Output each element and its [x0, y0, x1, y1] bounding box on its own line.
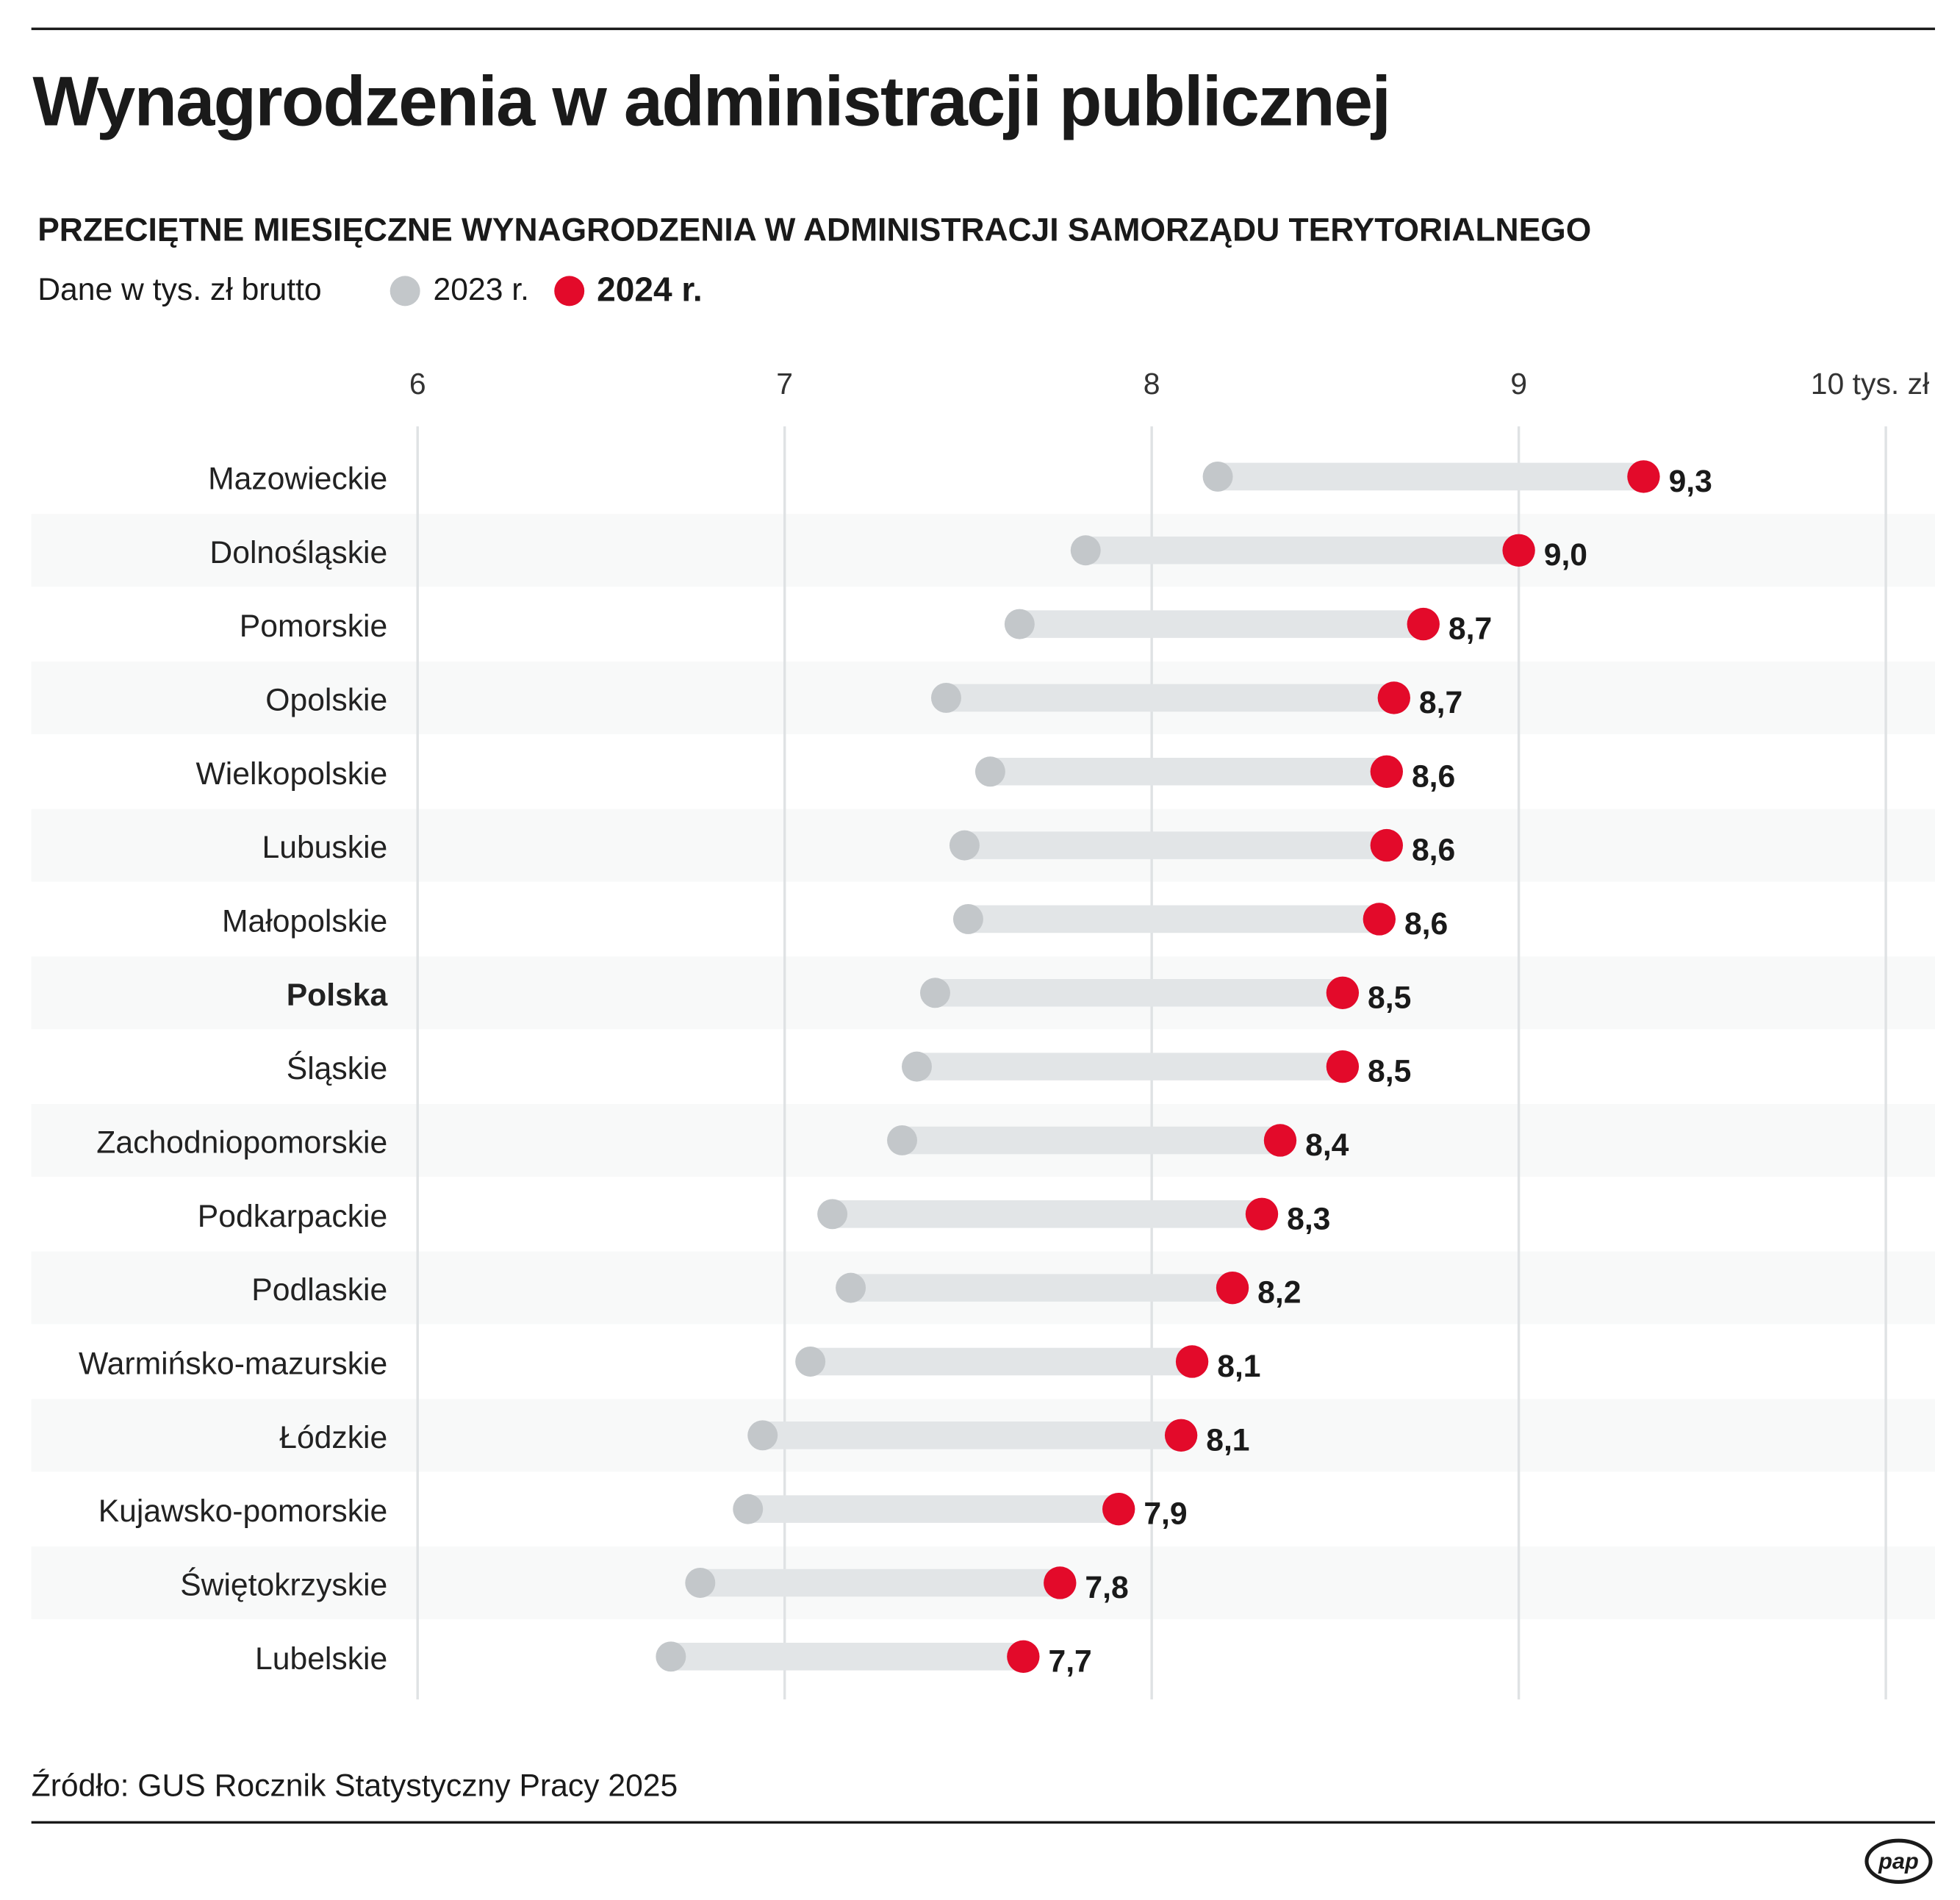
pap-logo: pap: [1864, 1838, 1933, 1885]
point-2024: [1326, 1050, 1360, 1083]
data-label: 8,1: [1206, 1422, 1249, 1458]
point-2024: [1164, 1419, 1198, 1452]
x-tick-label: 9: [1510, 367, 1527, 401]
point-2024: [1363, 903, 1396, 936]
point-2023: [930, 682, 961, 713]
category-label: Dolnośląskie: [209, 535, 387, 570]
point-2024: [1502, 534, 1535, 567]
top-rule: [31, 27, 1935, 30]
point-2024: [1627, 460, 1660, 493]
data-label: 8,6: [1412, 833, 1455, 868]
point-2024: [1245, 1197, 1279, 1230]
category-label: Łódzkie: [279, 1420, 387, 1455]
row-band: [31, 514, 1935, 587]
page-title: Wynagrodzenia w administracji publicznej: [32, 61, 1391, 141]
point-2024: [1370, 828, 1403, 862]
chart-subtitle: PRZECIĘTNE MIESIĘCZNE WYNAGRODZENIA W AD…: [37, 210, 1592, 248]
source-note: Źródło: GUS Rocznik Statystyczny Pracy 2…: [31, 1768, 678, 1804]
data-label: 8,2: [1257, 1275, 1301, 1311]
point-2023: [836, 1272, 866, 1303]
data-label: 8,1: [1217, 1349, 1260, 1384]
point-2023: [1202, 461, 1233, 492]
point-2023: [949, 830, 980, 861]
x-tick-label: 7: [776, 367, 793, 401]
point-2023: [795, 1346, 826, 1377]
legend-2024-label: 2024 r.: [597, 270, 703, 309]
category-label: Warmińsko-mazurskie: [79, 1347, 387, 1382]
point-2023: [747, 1420, 778, 1451]
point-2024: [1216, 1271, 1249, 1305]
x-tick-label: 6: [409, 367, 426, 401]
data-label: 9,0: [1544, 537, 1587, 573]
data-label: 8,5: [1368, 980, 1411, 1015]
category-label: Podkarpackie: [198, 1199, 387, 1234]
category-label: Wielkopolskie: [195, 756, 387, 792]
data-label: 8,3: [1287, 1201, 1330, 1236]
category-label: Śląskie: [287, 1050, 388, 1086]
point-2024: [1044, 1566, 1077, 1599]
point-2023: [902, 1051, 932, 1082]
unit-note: Dane w tys. zł brutto: [37, 272, 322, 308]
category-label: Pomorskie: [240, 609, 388, 644]
legend-2023-label: 2023 r.: [433, 272, 529, 308]
category-label: Kujawsko-pomorskie: [98, 1494, 388, 1529]
point-2024: [1370, 755, 1403, 788]
point-2023: [1070, 535, 1101, 566]
legend-2024-dot: [554, 275, 585, 306]
data-label: 8,6: [1412, 759, 1455, 794]
point-2023: [919, 978, 950, 1008]
data-label: 8,5: [1368, 1054, 1411, 1089]
point-2023: [817, 1199, 848, 1230]
data-label: 7,7: [1048, 1643, 1091, 1679]
x-tick-label: 8: [1144, 367, 1160, 401]
legend-2023-dot: [390, 275, 421, 306]
category-label: Polska: [287, 978, 388, 1013]
dumbbell-chart: 6 7 8 9 10 tys. zł Mazowieckie 9,3 Dolnośląskie…: [31, 366, 1935, 1700]
point-2024: [1263, 1124, 1297, 1157]
category-label: Lubuskie: [262, 830, 388, 865]
data-label: 8,7: [1449, 612, 1492, 647]
point-2023: [685, 1568, 716, 1598]
point-2024: [1326, 976, 1360, 1009]
point-2023: [1004, 609, 1035, 639]
category-label: Zachodniopomorskie: [96, 1125, 387, 1161]
category-label: Świętokrzyskie: [180, 1567, 387, 1603]
category-label: Podlaskie: [251, 1272, 387, 1308]
point-2023: [656, 1641, 686, 1672]
data-label: 7,9: [1144, 1496, 1187, 1532]
point-2023: [952, 903, 983, 934]
data-label: 9,3: [1669, 464, 1712, 499]
point-2024: [1407, 607, 1440, 641]
legend: Dane w tys. zł brutto 2023 r. 2024 r.: [37, 271, 702, 310]
data-label: 8,7: [1419, 685, 1462, 720]
point-2023: [887, 1125, 917, 1155]
category-label: Małopolskie: [222, 904, 387, 939]
point-2024: [1377, 681, 1410, 714]
point-2023: [733, 1494, 764, 1524]
point-2024: [1007, 1640, 1040, 1673]
data-label: 8,4: [1305, 1128, 1349, 1163]
category-label: Lubelskie: [255, 1641, 387, 1677]
x-tick-label: 10 tys. zł: [1811, 367, 1930, 401]
data-label: 8,6: [1404, 906, 1448, 942]
category-label: Mazowieckie: [208, 461, 387, 496]
bottom-rule: [31, 1821, 1935, 1824]
category-label: Opolskie: [265, 683, 387, 718]
point-2024: [1175, 1345, 1209, 1378]
data-label: 7,8: [1085, 1570, 1128, 1605]
point-2023: [974, 756, 1005, 787]
point-2024: [1102, 1492, 1135, 1526]
